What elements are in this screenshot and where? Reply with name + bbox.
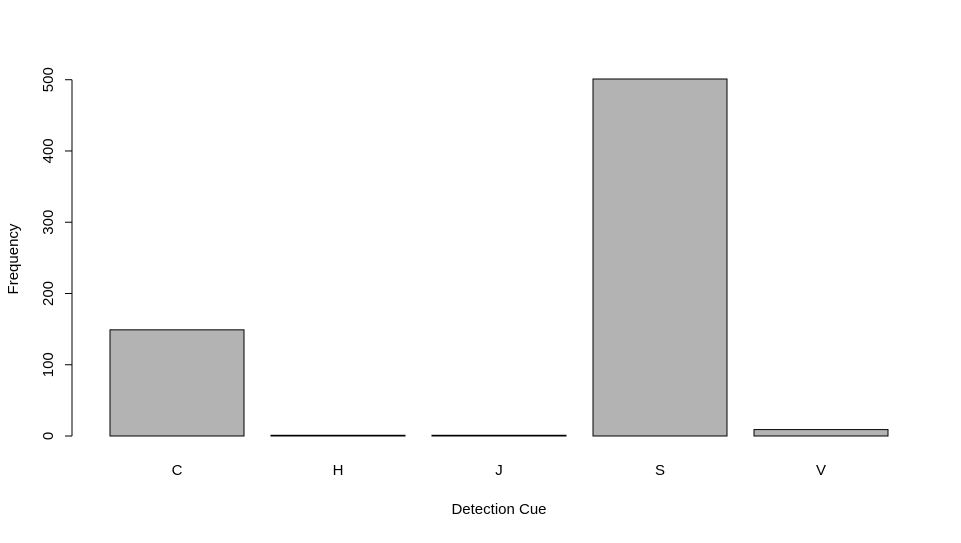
y-tick-label: 200 [40,281,57,306]
y-tick-label: 500 [40,67,57,92]
y-tick-label: 0 [40,432,57,440]
bar-s [592,78,728,437]
y-tick-label: 300 [40,210,57,235]
bars [109,78,889,437]
bar-h [270,434,406,437]
x-axis-label: Detection Cue [451,501,546,518]
x-tick-label: S [655,462,665,479]
x-tick-label: V [816,462,826,479]
bar-v [753,429,889,437]
x-tick-label: C [172,462,183,479]
bar-j [431,434,567,437]
y-tick-label: 400 [40,138,57,163]
y-axis-label: Frequency [5,223,22,294]
x-tick-label: J [495,462,503,479]
x-tick-label: H [333,462,344,479]
y-tick-label: 100 [40,352,57,377]
bar-c [109,329,245,437]
y-axis: 0 100 200 300 400 500 [40,67,73,440]
